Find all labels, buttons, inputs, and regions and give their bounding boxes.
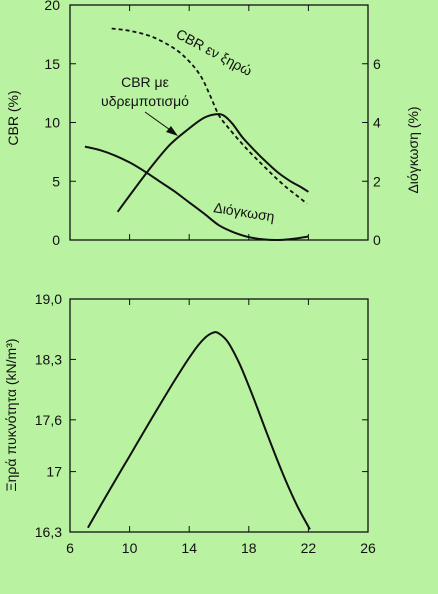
bottom-x-tick-label: 10 xyxy=(122,540,138,556)
dry-density-line xyxy=(87,331,311,530)
top-left-tick-label: 15 xyxy=(44,56,60,72)
cbr-soaked-line xyxy=(116,113,309,213)
annotation-soaked-cbr-line1: CBR με xyxy=(121,74,169,90)
axis-ticks xyxy=(69,4,369,533)
bottom-plot-frame xyxy=(69,298,369,533)
y-left-label-top: CBR (%) xyxy=(5,90,21,145)
bottom-x-tick-label: 26 xyxy=(360,540,376,556)
top-right-tick-label: 2 xyxy=(373,173,381,189)
bottom-x-tick-label: 14 xyxy=(181,540,197,556)
data-curves xyxy=(84,27,311,530)
top-left-tick-label: 5 xyxy=(52,173,60,189)
annotation-arrow-head xyxy=(166,126,178,136)
top-left-tick-label: 0 xyxy=(52,232,60,248)
annotation-swell: Διόγκωση xyxy=(213,199,276,224)
bottom-left-tick-label: 19,0 xyxy=(35,291,62,307)
bottom-left-tick-label: 16,3 xyxy=(35,524,62,540)
top-right-tick-label: 4 xyxy=(373,115,381,131)
bottom-left-tick-label: 17 xyxy=(46,464,62,480)
y-right-label-top: Διόγκωση (%) xyxy=(405,106,421,193)
bottom-left-tick-label: 18,3 xyxy=(35,351,62,367)
top-right-tick-label: 6 xyxy=(373,56,381,72)
bottom-x-tick-label: 18 xyxy=(241,540,257,556)
bottom-x-tick-label: 22 xyxy=(301,540,317,556)
annotation-arrow-line xyxy=(144,111,174,133)
annotation-soaked-cbr-line2: υδρεμποτισμό xyxy=(101,93,189,109)
cbr-dry-line xyxy=(111,27,308,205)
bottom-x-tick-label: 6 xyxy=(66,540,74,556)
swell-line xyxy=(84,145,309,242)
plot-frames xyxy=(69,4,369,533)
bottom-left-tick-label: 17,6 xyxy=(35,412,62,428)
top-left-tick-label: 20 xyxy=(44,0,60,13)
annotation-dry-cbr: CBR εν ξηρώ xyxy=(174,26,255,79)
top-left-tick-label: 10 xyxy=(44,115,60,131)
y-left-label-bottom: Ξηρά πυκνότητα (kN/m³) xyxy=(3,338,19,491)
top-right-tick-label: 0 xyxy=(373,232,381,248)
